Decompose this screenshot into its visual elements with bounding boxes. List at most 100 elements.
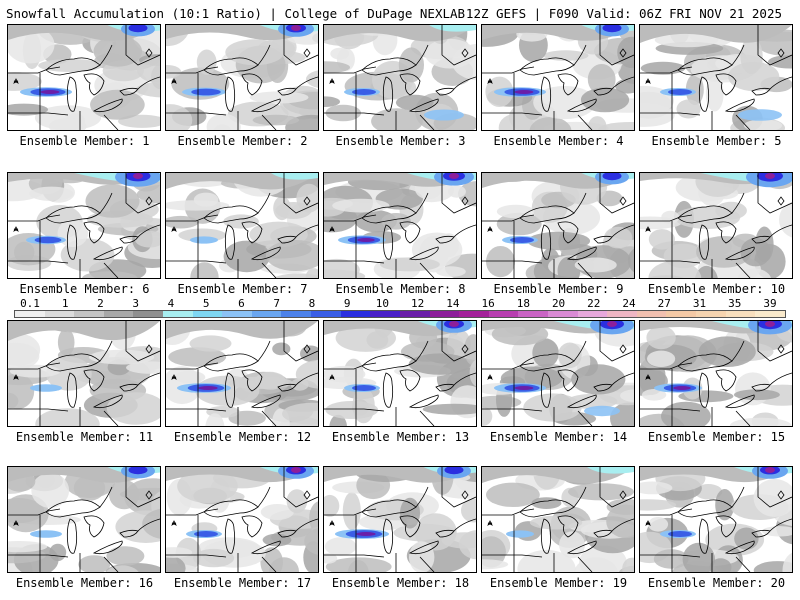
colorbar-swatch — [311, 311, 341, 317]
ensemble-member-label: Ensemble Member: 5 — [651, 134, 782, 148]
ensemble-member-panel — [481, 466, 635, 573]
colorbar-swatch — [103, 311, 134, 317]
ensemble-member-label: Ensemble Member: 7 — [177, 282, 308, 296]
ensemble-member-panel — [165, 24, 319, 131]
colorbar-tick-label: 5 — [202, 297, 210, 310]
ensemble-member-label: Ensemble Member: 6 — [19, 282, 150, 296]
ensemble-member-panel — [481, 24, 635, 131]
snowfall-colorbar — [14, 310, 786, 318]
colorbar-tick-label: 24 — [622, 297, 636, 310]
colorbar-tick-label: 27 — [657, 297, 671, 310]
ensemble-member-label: Ensemble Member: 9 — [493, 282, 624, 296]
colorbar-tick-label: 35 — [728, 297, 742, 310]
ensemble-member-panel — [7, 24, 161, 131]
snowfall-map — [324, 173, 476, 278]
colorbar-tick-label: 39 — [763, 297, 777, 310]
colorbar-tick-label: 3 — [132, 297, 140, 310]
ensemble-member-panel — [165, 320, 319, 427]
ensemble-member-panel — [323, 24, 477, 131]
colorbar-tick-label: 0.1 — [20, 297, 40, 310]
snowfall-map — [8, 25, 160, 130]
colorbar-tick-label: 8 — [308, 297, 316, 310]
snowfall-map — [166, 173, 318, 278]
colorbar-tick-label: 14 — [446, 297, 460, 310]
ensemble-member-label: Ensemble Member: 4 — [493, 134, 624, 148]
colorbar-swatch — [163, 311, 193, 317]
ensemble-member-panel — [481, 320, 635, 427]
colorbar-tick-label: 1 — [61, 297, 69, 310]
colorbar-tick-label: 16 — [481, 297, 495, 310]
snowfall-map — [8, 173, 160, 278]
colorbar-swatch — [547, 311, 578, 317]
colorbar-tick-label: 10 — [375, 297, 389, 310]
snowfall-map — [324, 321, 476, 426]
colorbar-swatch — [755, 311, 785, 317]
colorbar-tick-label: 7 — [273, 297, 280, 310]
colorbar-tick-label: 2 — [97, 297, 104, 310]
snowfall-map — [640, 467, 792, 572]
ensemble-member-label: Ensemble Member: 1 — [19, 134, 150, 148]
colorbar-swatch — [340, 311, 371, 317]
ensemble-member-panel — [481, 172, 635, 279]
ensemble-member-panel — [323, 320, 477, 427]
snowfall-map — [640, 321, 792, 426]
ensemble-member-label: Ensemble Member: 19 — [489, 576, 628, 590]
colorbar-swatch — [281, 311, 312, 317]
snowfall-map — [8, 467, 160, 572]
colorbar-swatch — [459, 311, 489, 317]
ensemble-member-label: Ensemble Member: 16 — [15, 576, 154, 590]
colorbar-tick-label: 9 — [343, 297, 351, 310]
ensemble-member-label: Ensemble Member: 3 — [335, 134, 466, 148]
ensemble-member-panel — [639, 320, 793, 427]
ensemble-member-panel — [165, 466, 319, 573]
snowfall-map — [166, 321, 318, 426]
colorbar-swatch — [666, 311, 697, 317]
snowfall-map — [166, 25, 318, 130]
colorbar-swatch — [636, 311, 667, 317]
colorbar-swatch — [577, 311, 608, 317]
colorbar-tick-label: 18 — [516, 297, 530, 310]
ensemble-member-label: Ensemble Member: 15 — [647, 430, 786, 444]
colorbar-swatch — [488, 311, 519, 317]
colorbar-swatch — [518, 311, 548, 317]
snowfall-map — [166, 467, 318, 572]
ensemble-member-panel — [639, 24, 793, 131]
snowfall-map — [640, 25, 792, 130]
colorbar-swatch — [133, 311, 164, 317]
ensemble-member-panel — [7, 172, 161, 279]
ensemble-member-label: Ensemble Member: 2 — [177, 134, 308, 148]
colorbar-tick-label: 20 — [551, 297, 566, 310]
ensemble-member-label: Ensemble Member: 13 — [331, 430, 470, 444]
colorbar-swatch — [607, 311, 637, 317]
colorbar-swatch — [222, 311, 252, 317]
snowfall-map — [482, 173, 634, 278]
colorbar-tick-label: 4 — [167, 297, 175, 310]
ensemble-member-label: Ensemble Member: 10 — [647, 282, 786, 296]
colorbar-tick-label: 31 — [692, 297, 707, 310]
ensemble-member-panel — [323, 172, 477, 279]
colorbar-swatch — [15, 311, 45, 317]
ensemble-member-panel — [7, 466, 161, 573]
map-title: Snowfall Accumulation (10:1 Ratio) | Col… — [6, 6, 466, 21]
ensemble-member-panel — [639, 172, 793, 279]
snowfall-map — [324, 25, 476, 130]
colorbar-swatch — [696, 311, 726, 317]
ensemble-member-label: Ensemble Member: 12 — [173, 430, 312, 444]
colorbar-swatch — [44, 311, 75, 317]
run-valid-time: 12Z GEFS | F090 Valid: 06Z FRI NOV 21 20… — [465, 6, 782, 21]
colorbar-swatch — [192, 311, 223, 317]
snowfall-map — [640, 173, 792, 278]
colorbar-tick-label: 22 — [587, 297, 601, 310]
colorbar-tick-label: 6 — [238, 297, 245, 310]
ensemble-member-panel — [639, 466, 793, 573]
ensemble-member-panel — [165, 172, 319, 279]
ensemble-member-panel — [7, 320, 161, 427]
ensemble-member-label: Ensemble Member: 11 — [15, 430, 154, 444]
colorbar-tick-label: 12 — [410, 297, 425, 310]
snowfall-map — [482, 467, 634, 572]
colorbar-swatch — [725, 311, 756, 317]
colorbar-swatch — [251, 311, 282, 317]
snowfall-map — [8, 321, 160, 426]
ensemble-member-label: Ensemble Member: 14 — [489, 430, 628, 444]
ensemble-member-label: Ensemble Member: 20 — [647, 576, 786, 590]
